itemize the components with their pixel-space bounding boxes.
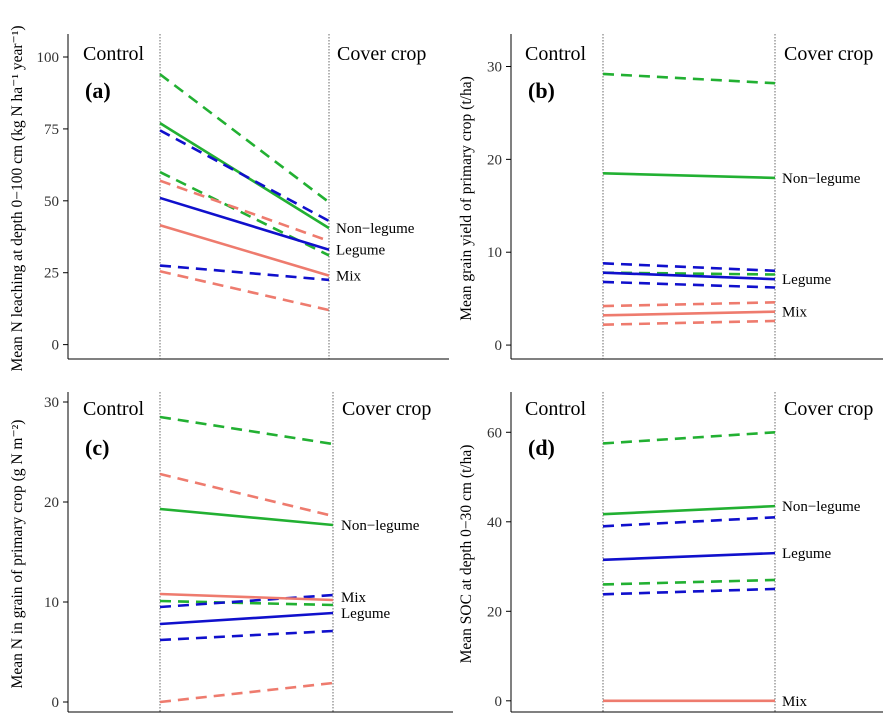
y-tick-label: 60: [487, 425, 502, 441]
y-tick-label: 20: [487, 152, 502, 168]
y-tick-label: 0: [495, 338, 503, 354]
interval-line: [602, 587, 776, 596]
interval-line: [159, 629, 334, 642]
series-label: Legume: [782, 272, 831, 288]
series-label: Non−legume: [782, 171, 861, 187]
interval-line: [159, 472, 334, 518]
cover-crop-label: Cover crop: [784, 398, 873, 420]
panel-1: 0 10 20 30 Mean grain yield of primary crop …: [458, 34, 883, 360]
panel-label: (d): [528, 435, 555, 460]
interval-line: [602, 319, 776, 326]
mean-line: [602, 310, 776, 317]
interval-line: [159, 129, 330, 223]
mean-line: [159, 611, 334, 626]
y-tick-label: 40: [487, 515, 502, 531]
interval-line: [602, 280, 776, 289]
y-tick-label: 10: [44, 595, 59, 611]
y-tick-label: 30: [44, 395, 59, 411]
mean-line: [159, 507, 334, 527]
y-tick-label: 30: [487, 60, 502, 76]
interval-line: [159, 264, 330, 282]
y-axis-title: Mean N leaching at depth 0−100 cm (kg N …: [9, 25, 26, 371]
interval-line: [602, 72, 776, 85]
control-label: Control: [525, 398, 587, 420]
y-tick-label: 25: [44, 266, 59, 282]
mean-line: [159, 592, 334, 602]
y-tick-label: 0: [52, 338, 60, 354]
cover-crop-label: Cover crop: [342, 398, 431, 420]
interval-line: [159, 599, 334, 607]
interval-line: [602, 262, 776, 273]
interval-line: [159, 415, 334, 446]
mean-line: [602, 171, 776, 180]
mean-line: [602, 551, 776, 562]
interval-line: [602, 430, 776, 445]
mean-line: [602, 504, 776, 516]
series-label: Legume: [341, 606, 390, 622]
y-axis-title: Mean grain yield of primary crop (t/ha): [458, 76, 475, 320]
cover-crop-label: Cover crop: [784, 43, 873, 65]
y-tick-label: 20: [487, 604, 502, 620]
interval-line: [159, 593, 334, 609]
y-tick-label: 0: [52, 695, 60, 711]
control-label: Control: [525, 43, 587, 65]
y-tick-label: 0: [495, 694, 503, 710]
series-label: Non−legume: [341, 518, 420, 534]
interval-line: [159, 270, 330, 312]
control-label: Control: [83, 398, 145, 420]
interval-line: [602, 301, 776, 308]
interval-line: [159, 681, 334, 704]
panel-label: (c): [85, 435, 109, 460]
interval-line: [159, 179, 330, 243]
y-tick-label: 75: [44, 122, 59, 138]
panel-3: 0 20 40 60 Mean SOC at depth 0−30 cm (t/ha) C…: [458, 392, 883, 713]
mean-line: [602, 271, 776, 281]
y-axis-title: Mean SOC at depth 0−30 cm (t/ha): [458, 445, 475, 664]
control-label: Control: [83, 43, 145, 65]
series-label: Non−legume: [782, 499, 861, 515]
series-label: Non−legume: [336, 221, 415, 237]
series-label: Legume: [782, 546, 831, 562]
y-axis-title: Mean N in grain of primary crop (g N m⁻²…: [9, 420, 26, 689]
mean-line: [159, 196, 330, 251]
series-label: Legume: [336, 243, 385, 259]
interval-line: [602, 578, 776, 586]
y-tick-label: 20: [44, 495, 59, 511]
series-label: Mix: [782, 694, 808, 710]
interval-line: [602, 516, 776, 528]
series-label: Mix: [341, 590, 367, 606]
y-tick-label: 50: [44, 194, 59, 210]
series-label: Mix: [336, 269, 362, 285]
panel-2: 0 10 20 30 Mean N in grain of primary crop (…: [9, 392, 453, 713]
mean-line: [159, 224, 330, 277]
y-tick-label: 100: [37, 50, 60, 66]
panel-label: (b): [528, 78, 555, 103]
panel-0: 0 25 50 75 100 Mean N leaching at depth 0−100…: [9, 25, 449, 372]
panel-label: (a): [85, 78, 111, 103]
interval-line: [159, 170, 330, 257]
cover-crop-label: Cover crop: [337, 43, 426, 65]
series-label: Mix: [782, 305, 808, 321]
y-tick-label: 10: [487, 245, 502, 261]
